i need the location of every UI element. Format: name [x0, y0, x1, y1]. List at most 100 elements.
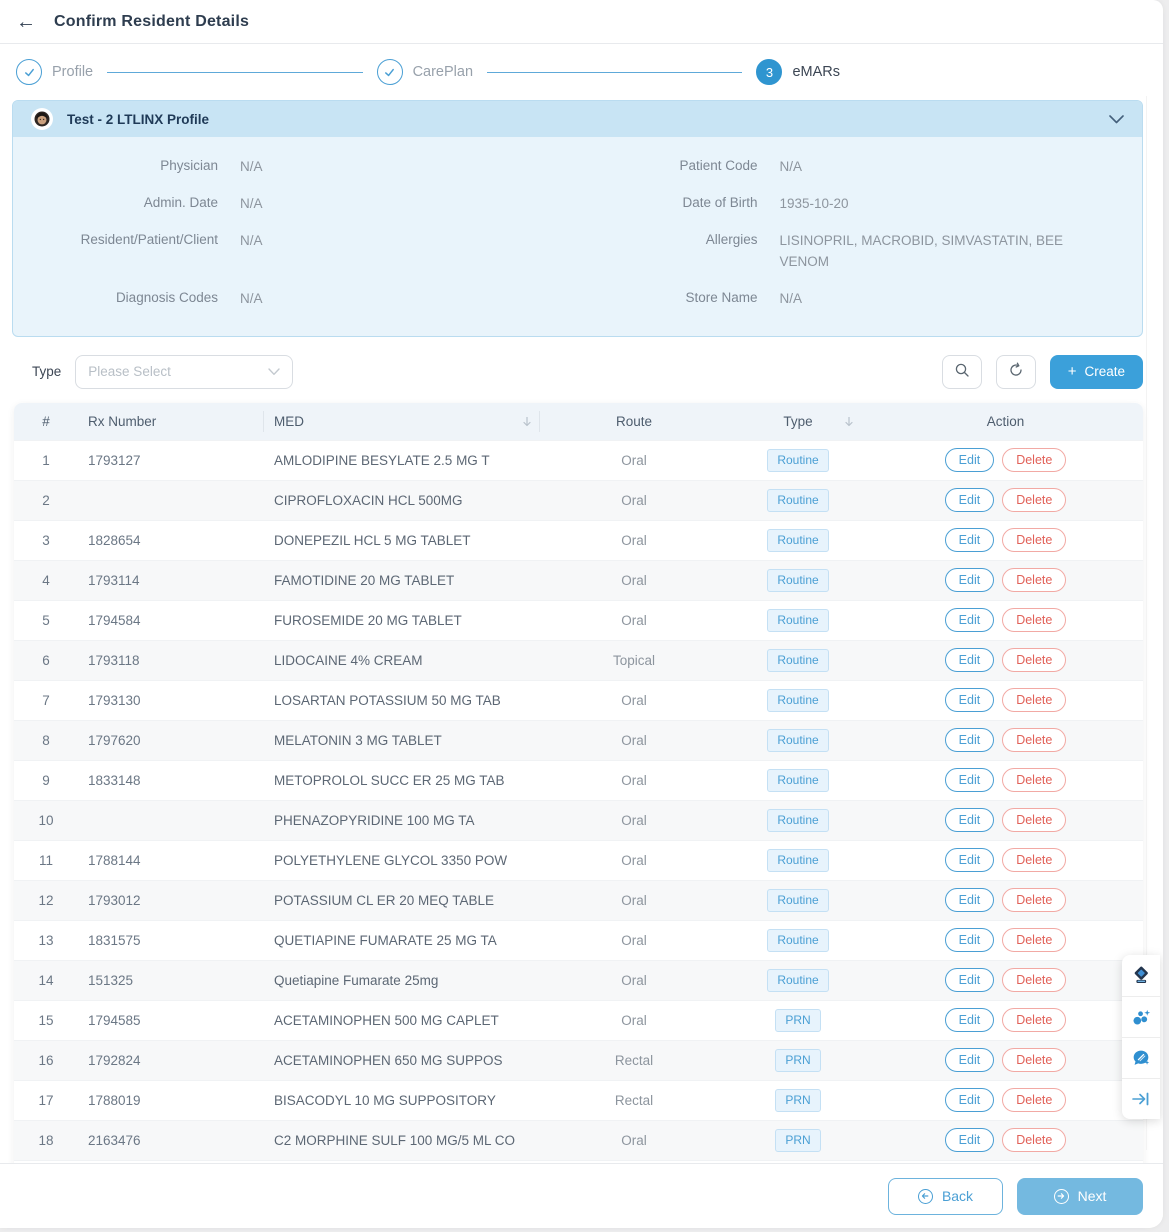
back-arrow-icon[interactable]: ← — [16, 10, 36, 33]
edit-button[interactable]: Edit — [944, 967, 995, 993]
route-cell: Oral — [621, 492, 647, 508]
feature-badge-icon[interactable] — [1122, 955, 1160, 996]
delete-button[interactable]: Delete — [1002, 607, 1067, 633]
sort-down-icon[interactable] — [844, 416, 854, 427]
delete-button[interactable]: Delete — [1002, 687, 1067, 713]
delete-button[interactable]: Delete — [1002, 767, 1067, 793]
column-header-med[interactable]: MED — [264, 403, 540, 440]
medication-name-cell: PHENAZOPYRIDINE 100 MG TA — [274, 812, 475, 828]
profile-field-row: Physician N/A Patient Code N/A — [13, 149, 1142, 186]
delete-button[interactable]: Delete — [1002, 487, 1067, 513]
edit-button[interactable]: Edit — [944, 1007, 995, 1033]
sort-down-icon[interactable] — [522, 416, 532, 427]
delete-button[interactable]: Delete — [1002, 1007, 1067, 1033]
edit-button[interactable]: Edit — [944, 687, 995, 713]
page-title: Confirm Resident Details — [54, 12, 250, 30]
column-header-type-label: Type — [783, 413, 813, 429]
skip-arrow-icon[interactable] — [1122, 1078, 1160, 1119]
search-icon — [954, 362, 970, 381]
rx-number-cell: 1788019 — [88, 1092, 141, 1108]
edit-button[interactable]: Edit — [944, 607, 995, 633]
delete-button[interactable]: Delete — [1002, 807, 1067, 833]
delete-button[interactable]: Delete — [1002, 727, 1067, 753]
step-complete-check-icon — [376, 59, 403, 85]
step-label: Profile — [52, 64, 94, 80]
edit-button[interactable]: Edit — [944, 527, 995, 553]
medication-name-cell: ACETAMINOPHEN 650 MG SUPPOS — [274, 1052, 503, 1068]
field-value: N/A — [779, 159, 803, 174]
edit-button[interactable]: Edit — [944, 1047, 995, 1073]
medication-table: # Rx Number MED Route Type Action 1 1793… — [14, 402, 1143, 1175]
edit-button[interactable]: Edit — [944, 727, 995, 753]
route-cell: Oral — [621, 572, 647, 588]
chevron-down-icon — [268, 367, 280, 376]
delete-button[interactable]: Delete — [1002, 447, 1067, 473]
table-row: 2 CIPROFLOXACIN HCL 500MG Oral Routine E… — [14, 479, 1143, 520]
type-badge: Routine — [767, 808, 829, 832]
scrollbar-track[interactable] — [1146, 96, 1147, 1150]
column-header-route[interactable]: Route — [615, 413, 653, 429]
rx-number-cell: 1793012 — [88, 892, 141, 908]
column-header-rx[interactable]: Rx Number — [78, 403, 264, 440]
delete-button[interactable]: Delete — [1002, 927, 1067, 953]
search-button[interactable] — [941, 354, 982, 389]
field-value: N/A — [240, 195, 263, 211]
profile-panel-header[interactable]: Test - 2 LTLINX Profile — [13, 101, 1142, 137]
delete-button[interactable]: Delete — [1002, 1087, 1067, 1113]
stepper: Profile CarePlan 3 eMARs — [0, 44, 856, 100]
step-emars[interactable]: 3 eMARs — [756, 59, 840, 85]
resident-profile-panel: Test - 2 LTLINX Profile Physician N/A Pa… — [12, 100, 1143, 337]
route-cell: Rectal — [614, 1052, 654, 1068]
row-number: 13 — [38, 932, 54, 948]
edit-button[interactable]: Edit — [944, 767, 995, 793]
delete-button[interactable]: Delete — [1002, 567, 1067, 593]
delete-button[interactable]: Delete — [1002, 847, 1067, 873]
route-cell: Oral — [621, 972, 647, 988]
delete-button[interactable]: Delete — [1002, 967, 1067, 993]
row-number: 12 — [38, 892, 54, 908]
chevron-down-icon[interactable] — [1109, 114, 1124, 124]
field-label: Allergies — [705, 231, 758, 247]
step-profile[interactable]: Profile — [16, 59, 93, 85]
edit-button[interactable]: Edit — [944, 807, 995, 833]
stepper-connector — [107, 71, 363, 73]
type-badge: Routine — [767, 928, 829, 952]
medication-name-cell: LOSARTAN POTASSIUM 50 MG TAB — [274, 692, 501, 708]
table-row: 15 1794585 ACETAMINOPHEN 500 MG CAPLET O… — [14, 999, 1143, 1040]
step-careplan[interactable]: CarePlan — [376, 59, 473, 85]
delete-button[interactable]: Delete — [1002, 647, 1067, 673]
delete-button[interactable]: Delete — [1002, 527, 1067, 553]
edit-button[interactable]: Edit — [944, 567, 995, 593]
column-header-action: Action — [986, 413, 1025, 429]
route-cell: Oral — [621, 852, 647, 868]
type-badge: Routine — [767, 968, 829, 992]
profile-panel-title: Test - 2 LTLINX Profile — [67, 111, 210, 127]
edit-button[interactable]: Edit — [944, 647, 995, 673]
type-filter-select[interactable]: Please Select — [75, 354, 294, 389]
table-row: 12 1793012 POTASSIUM CL ER 20 MEQ TABLE … — [14, 879, 1143, 920]
create-button[interactable]: + Create — [1049, 354, 1143, 389]
column-header-type[interactable]: Type — [728, 403, 868, 440]
table-row: 14 151325 Quetiapine Fumarate 25mg Oral … — [14, 959, 1143, 1000]
next-button[interactable]: Next — [1017, 1177, 1143, 1215]
edit-button[interactable]: Edit — [944, 487, 995, 513]
edit-button[interactable]: Edit — [944, 887, 995, 913]
table-body: 1 1793127 AMLODIPINE BESYLATE 2.5 MG T O… — [14, 439, 1143, 1175]
edit-button[interactable]: Edit — [944, 1127, 995, 1153]
field-value: N/A — [240, 290, 263, 306]
refresh-button[interactable] — [995, 354, 1036, 389]
rx-number-cell: 1788144 — [88, 852, 141, 868]
edit-button[interactable]: Edit — [944, 1087, 995, 1113]
bubbles-add-icon[interactable] — [1122, 996, 1160, 1037]
type-badge: Routine — [767, 608, 829, 632]
edit-button[interactable]: Edit — [944, 927, 995, 953]
delete-button[interactable]: Delete — [1002, 887, 1067, 913]
edit-button[interactable]: Edit — [944, 447, 995, 473]
delete-button[interactable]: Delete — [1002, 1127, 1067, 1153]
back-button[interactable]: Back — [888, 1177, 1003, 1215]
edit-button[interactable]: Edit — [944, 847, 995, 873]
pill-add-icon[interactable] — [1122, 1037, 1160, 1078]
type-badge: Routine — [767, 568, 829, 592]
step-complete-check-icon — [16, 59, 42, 85]
delete-button[interactable]: Delete — [1002, 1047, 1067, 1073]
